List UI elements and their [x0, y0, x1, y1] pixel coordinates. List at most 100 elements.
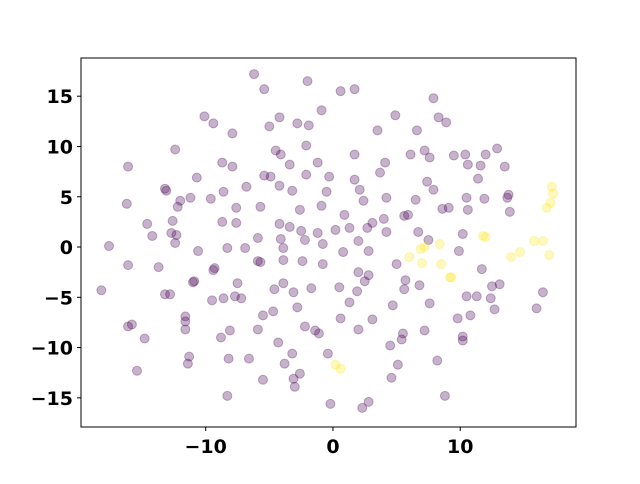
point — [419, 325, 430, 336]
point — [367, 314, 378, 325]
point — [506, 252, 517, 263]
point — [316, 200, 327, 211]
point — [227, 128, 238, 139]
point — [479, 193, 490, 204]
point — [288, 373, 299, 384]
point — [252, 232, 263, 243]
point — [344, 297, 355, 308]
point — [185, 192, 196, 203]
point — [471, 291, 482, 302]
point — [284, 159, 295, 170]
point — [357, 402, 368, 413]
point — [428, 93, 439, 104]
point — [184, 351, 195, 362]
point — [310, 325, 321, 336]
point — [417, 258, 428, 269]
point — [443, 202, 454, 213]
point — [275, 149, 286, 160]
point — [419, 242, 430, 253]
point — [353, 235, 364, 246]
point — [240, 243, 251, 254]
point — [335, 313, 346, 324]
point — [273, 337, 284, 348]
point — [544, 250, 555, 261]
point — [123, 260, 134, 271]
point — [259, 170, 270, 181]
y-tick-label: 5 — [60, 187, 73, 209]
point — [268, 306, 279, 317]
point — [187, 277, 198, 288]
point — [428, 184, 439, 195]
point — [301, 140, 312, 151]
point — [287, 185, 298, 196]
point — [396, 334, 407, 345]
point — [229, 291, 240, 302]
point — [205, 193, 216, 204]
point — [217, 157, 228, 168]
point — [274, 218, 285, 229]
point — [475, 160, 486, 171]
point — [222, 390, 233, 401]
point — [306, 283, 317, 294]
x-tick-label: 10 — [447, 436, 473, 458]
point — [363, 246, 374, 257]
point — [480, 231, 491, 242]
point — [411, 125, 422, 136]
point — [410, 194, 421, 205]
point — [257, 374, 268, 385]
point — [548, 188, 559, 199]
point — [180, 316, 191, 327]
point — [131, 365, 142, 376]
point — [224, 325, 235, 336]
point — [546, 181, 557, 192]
point — [359, 276, 370, 287]
point — [378, 213, 389, 224]
y-tick-label: 15 — [47, 86, 73, 108]
point — [494, 279, 505, 290]
point — [405, 149, 416, 160]
point — [436, 259, 447, 270]
point — [476, 264, 487, 275]
point — [541, 202, 552, 213]
point — [287, 348, 298, 359]
point — [159, 289, 170, 300]
point — [354, 184, 365, 195]
point — [489, 304, 500, 315]
point — [414, 280, 425, 291]
point — [147, 230, 158, 241]
point — [193, 246, 204, 257]
point — [123, 161, 134, 172]
point — [297, 256, 308, 267]
point — [165, 289, 176, 300]
point — [274, 112, 285, 123]
y-tick-label: −5 — [44, 287, 73, 309]
x-tick-label: −10 — [185, 436, 227, 458]
point — [170, 238, 181, 249]
point — [380, 157, 391, 168]
point — [292, 302, 303, 313]
point — [103, 241, 114, 252]
point — [437, 203, 448, 214]
point — [400, 275, 411, 286]
point — [537, 235, 548, 246]
point — [191, 172, 202, 183]
point — [515, 247, 526, 258]
point — [403, 209, 414, 220]
point — [265, 171, 276, 182]
y-tick-label: 0 — [60, 237, 73, 259]
point — [274, 180, 285, 191]
point — [312, 157, 323, 168]
y-tick-label: −10 — [31, 338, 73, 360]
point — [529, 235, 540, 246]
point — [353, 324, 364, 335]
point — [172, 201, 183, 212]
point — [503, 189, 514, 200]
point — [432, 355, 443, 366]
point — [392, 359, 403, 370]
point — [363, 396, 374, 407]
point — [182, 358, 193, 369]
point — [167, 215, 178, 226]
point — [278, 243, 289, 254]
point — [209, 263, 220, 274]
point — [445, 272, 456, 283]
